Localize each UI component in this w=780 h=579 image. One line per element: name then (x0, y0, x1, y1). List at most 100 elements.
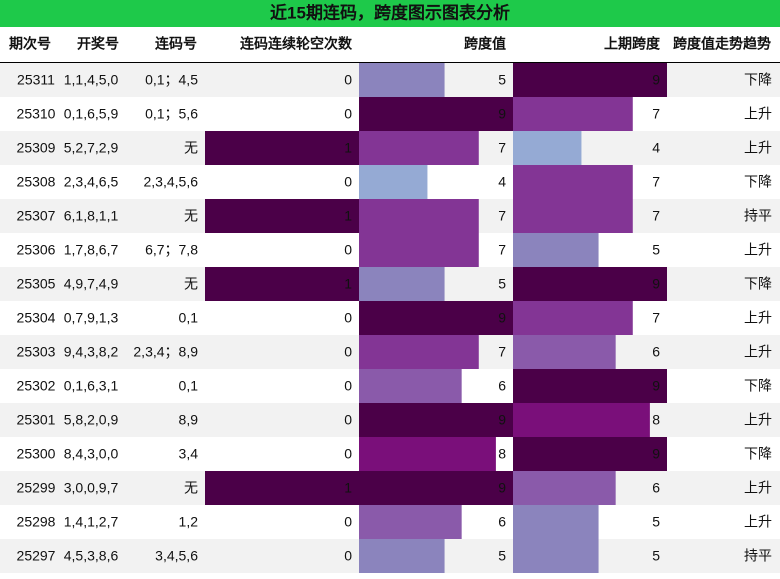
draw-number: 1,7,8,6,7 (64, 242, 119, 258)
trend: 下降 (744, 378, 772, 394)
issue: 25308 (17, 174, 56, 190)
span: 4 (498, 174, 506, 190)
gap-count: 0 (344, 412, 352, 428)
gap-count: 0 (344, 344, 352, 360)
trend: 上升 (744, 344, 772, 360)
gap-count: 0 (344, 174, 352, 190)
prev-span: 9 (652, 72, 660, 88)
span: 8 (498, 446, 506, 462)
trend: 上升 (744, 242, 772, 258)
prev-span-bar (513, 301, 633, 335)
prev-span-bar (513, 97, 633, 131)
issue: 25299 (17, 480, 56, 496)
consecutive: 2,3,4；8,9 (133, 344, 198, 361)
issue: 25301 (17, 412, 56, 428)
gap-count: 0 (344, 446, 352, 462)
span: 9 (498, 310, 506, 326)
issue: 25306 (17, 242, 56, 258)
span-bar (359, 369, 462, 403)
span: 5 (498, 276, 506, 292)
draw-number: 0,7,9,1,3 (64, 310, 119, 326)
issue: 25302 (17, 378, 56, 394)
consecutive: 8,9 (179, 412, 199, 428)
prev-span-bar (513, 165, 633, 199)
title: 近15期连码，跨度图示图表分析 (270, 2, 510, 22)
gap-count: 0 (344, 514, 352, 530)
draw-number: 8,4,3,0,0 (64, 446, 119, 462)
prev-span-bar (513, 437, 667, 471)
consecutive: 2,3,4,5,6 (144, 174, 199, 190)
column-header: 跨度值走势趋势 (673, 36, 771, 52)
prev-span-bar (513, 335, 616, 369)
prev-span-bar (513, 131, 582, 165)
span-bar (359, 301, 513, 335)
span: 7 (498, 140, 506, 156)
gap-count: 0 (344, 548, 352, 564)
prev-span-bar (513, 369, 667, 403)
span-bar (359, 403, 513, 437)
prev-span: 9 (652, 276, 660, 292)
gap-bar (205, 471, 359, 505)
draw-number: 6,1,8,1,1 (64, 208, 119, 224)
prev-span-bar (513, 233, 599, 267)
prev-span: 5 (652, 548, 660, 564)
prev-span-bar (513, 505, 599, 539)
prev-span: 7 (652, 106, 660, 122)
prev-span: 9 (652, 446, 660, 462)
draw-number: 0,1,6,5,9 (64, 106, 119, 122)
draw-number: 4,5,3,8,6 (64, 548, 119, 564)
column-header: 连码号 (155, 36, 197, 52)
gap-bar (205, 199, 359, 233)
gap-bar (205, 131, 359, 165)
gap-count: 0 (344, 242, 352, 258)
gap-count: 1 (344, 140, 352, 156)
issue: 25303 (17, 344, 56, 360)
prev-span-bar (513, 63, 667, 97)
trend: 下降 (744, 446, 772, 462)
prev-span: 7 (652, 310, 660, 326)
span-bar (359, 233, 479, 267)
issue: 25305 (17, 276, 56, 292)
consecutive: 0,1 (179, 310, 199, 326)
draw-number: 2,3,4,6,5 (64, 174, 119, 190)
trend: 持平 (744, 208, 772, 224)
span-bar (359, 131, 479, 165)
consecutive: 3,4 (179, 446, 199, 462)
trend: 上升 (744, 514, 772, 530)
span: 5 (498, 548, 506, 564)
consecutive: 无 (184, 480, 198, 496)
span: 7 (498, 208, 506, 224)
span: 9 (498, 106, 506, 122)
prev-span: 8 (652, 412, 660, 428)
gap-count: 1 (344, 480, 352, 496)
span: 6 (498, 514, 506, 530)
span-bar (359, 165, 428, 199)
span-bar (359, 437, 496, 471)
title-bar (0, 0, 780, 27)
prev-span: 7 (652, 174, 660, 190)
span: 9 (498, 480, 506, 496)
issue: 25300 (17, 446, 56, 462)
consecutive: 1,2 (179, 514, 199, 530)
gap-count: 0 (344, 106, 352, 122)
trend: 下降 (744, 276, 772, 292)
prev-span: 5 (652, 514, 660, 530)
prev-span-bar (513, 199, 633, 233)
gap-count: 0 (344, 378, 352, 394)
span-bar (359, 199, 479, 233)
span-bar (359, 97, 513, 131)
draw-number: 3,0,0,9,7 (64, 480, 119, 496)
gap-bar (205, 267, 359, 301)
consecutive: 0,1 (179, 378, 199, 394)
prev-span: 6 (652, 344, 660, 360)
draw-number: 1,1,4,5,0 (64, 72, 119, 88)
span-bar (359, 471, 513, 505)
issue: 25310 (17, 106, 56, 122)
prev-span-bar (513, 267, 667, 301)
trend: 上升 (744, 480, 772, 496)
draw-number: 5,2,7,2,9 (64, 140, 119, 156)
consecutive: 3,4,5,6 (155, 548, 198, 564)
issue: 25297 (17, 548, 56, 564)
span-bar (359, 335, 479, 369)
